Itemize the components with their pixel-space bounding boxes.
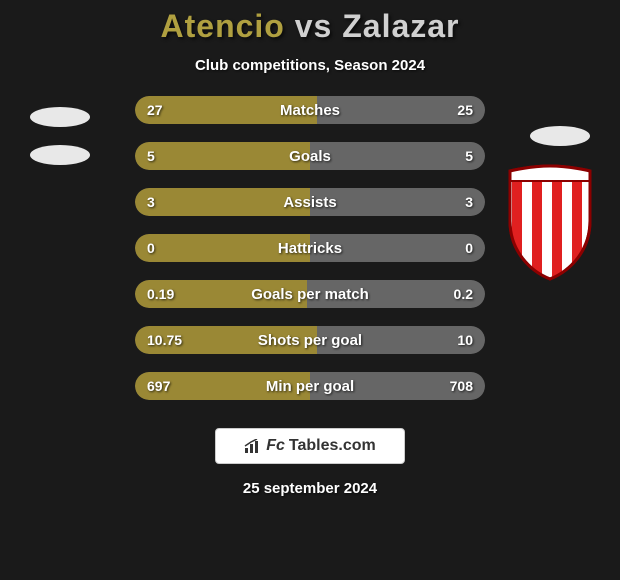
stat-value-right: 3 [465,194,473,210]
stat-value-right: 5 [465,148,473,164]
stat-row: 0Hattricks0 [135,234,485,262]
stat-label: Min per goal [135,378,485,395]
stat-value-right: 0.2 [454,286,473,302]
comparison-title: Atencio vs Zalazar [161,8,460,45]
brand-badge[interactable]: FcTables.com [215,428,405,464]
stat-label: Hattricks [135,240,485,257]
comparison-container: Atencio vs Zalazar Club competitions, Se… [0,0,620,580]
stat-label: Goals per match [135,286,485,303]
brand-suffix: Tables.com [289,437,376,455]
stat-row: 27Matches25 [135,96,485,124]
stat-row: 0.19Goals per match0.2 [135,280,485,308]
title-vs: vs [295,8,333,44]
stats-column: 27Matches25 5Goals5 3Assists3 0Hattricks0 0.… [135,96,485,400]
stat-label: Matches [135,102,485,119]
stat-row: 10.75Shots per goal10 [135,326,485,354]
player2-avatar [530,106,590,166]
stat-value-right: 25 [457,102,473,118]
title-player2: Zalazar [342,8,459,44]
club-badge-right [500,161,600,281]
brand-prefix: Fc [266,437,285,455]
stat-row: 697Min per goal708 [135,372,485,400]
player1-avatar [30,106,90,166]
stat-row: 3Assists3 [135,188,485,216]
avatar-placeholder-icon [30,106,90,166]
chart-icon [244,439,262,453]
stat-value-right: 0 [465,240,473,256]
date-text: 25 september 2024 [243,480,377,497]
stat-value-right: 708 [450,378,473,394]
title-player1: Atencio [161,8,285,44]
stat-label: Goals [135,148,485,165]
stats-area: 27Matches25 5Goals5 3Assists3 0Hattricks0 0.… [0,96,620,400]
shield-icon [500,161,600,281]
stat-label: Assists [135,194,485,211]
stat-value-right: 10 [457,332,473,348]
stat-label: Shots per goal [135,332,485,349]
stat-row: 5Goals5 [135,142,485,170]
avatar-placeholder-icon [530,106,590,166]
subtitle-text: Club competitions, Season 2024 [195,57,425,74]
